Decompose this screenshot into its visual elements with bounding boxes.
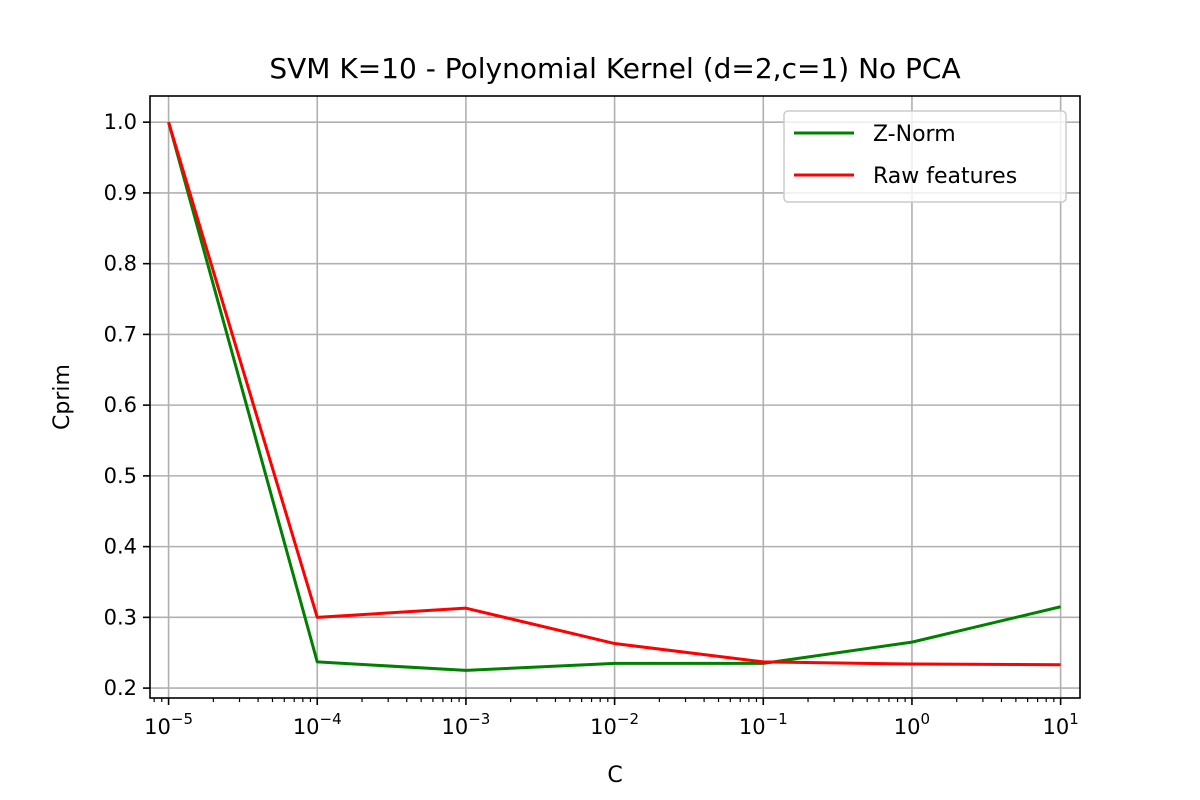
y-tick-label: 0.3 [104,605,137,629]
legend: Z-Norm Raw features [783,110,1067,203]
y-tick-label: 0.9 [104,181,137,205]
axis-ticks: 10−5 10−4 10−3 10−2 10−1 100 101 0.2 0.3 0.4 0.5 0.… [104,110,1079,739]
legend-label-raw-features: Raw features [873,164,1017,189]
x-tick-label: 10−5 [144,710,193,739]
x-tick-label: 101 [1042,710,1078,739]
x-tick-label: 100 [894,710,930,739]
y-tick-label: 0.6 [104,393,137,417]
legend-label-z-norm: Z-Norm [873,122,956,147]
x-tick-label: 10−2 [590,710,639,739]
chart-title: SVM K=10 - Polynomial Kernel (d=2,c=1) N… [269,52,960,85]
x-tick-label: 10−1 [739,710,788,739]
y-tick-label: 1.0 [104,110,137,134]
plot-area-frame [149,95,1081,699]
y-tick-label: 0.2 [104,676,137,700]
series-line-z-norm [167,121,1061,672]
y-tick-label: 0.7 [104,322,137,346]
y-tick-label: 0.8 [104,252,137,276]
x-tick-label: 10−4 [293,710,342,739]
y-tick-label: 0.5 [104,464,137,488]
legend-box [783,110,1067,203]
series-lines [167,121,1061,672]
x-tick-label: 10−3 [441,710,490,739]
x-axis-label: C [607,763,622,788]
y-tick-label: 0.4 [104,535,137,559]
series-line-raw-features [167,121,1061,667]
y-axis-label: Cprim [50,364,75,430]
